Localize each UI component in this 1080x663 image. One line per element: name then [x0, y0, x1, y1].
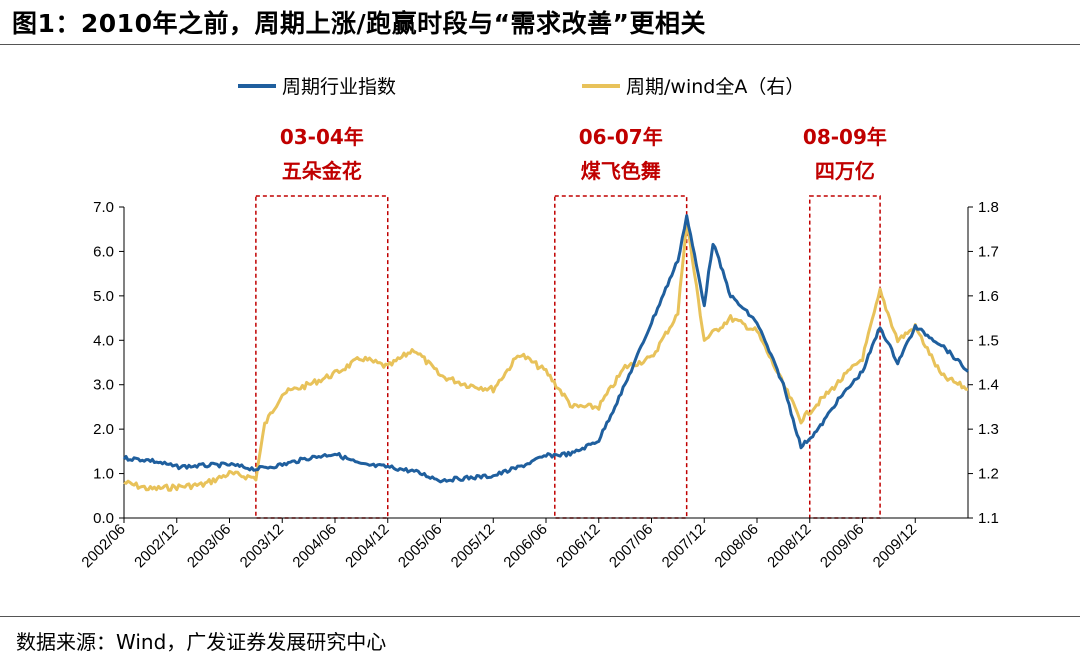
x-tick-label: 2007/06 [606, 521, 656, 571]
right-tick-label: 1.3 [978, 421, 999, 438]
x-tick-label: 2007/12 [659, 521, 709, 571]
right-tick-label: 1.2 [978, 466, 999, 483]
right-tick-label: 1.1 [978, 510, 999, 527]
annotation-period: 08-09年 [803, 125, 887, 149]
right-tick-label: 1.7 [978, 243, 999, 260]
x-tick-label: 2006/12 [553, 521, 603, 571]
annotation-theme: 煤飞色舞 [581, 159, 661, 183]
x-tick-label: 2004/06 [289, 521, 339, 571]
title-divider [0, 44, 1080, 45]
left-tick-label: 6.0 [93, 243, 114, 260]
right-tick-label: 1.8 [978, 199, 999, 216]
x-tick-label: 2006/06 [500, 521, 550, 571]
x-tick-label: 2002/12 [131, 521, 181, 571]
x-tick-label: 2005/06 [395, 521, 445, 571]
x-tick-label: 2005/12 [448, 521, 498, 571]
x-tick-label: 2004/12 [342, 521, 392, 571]
legend-label: 周期/wind全A（右） [626, 76, 804, 98]
x-tick-label: 2008/12 [764, 521, 814, 571]
series-layer [122, 214, 969, 492]
source-divider [0, 616, 1080, 617]
annotation-box [809, 195, 881, 519]
annotation-period: 06-07年 [579, 125, 663, 149]
series-line-cyclical-index [122, 214, 969, 484]
annotation-box [255, 195, 389, 519]
x-tick-label: 2002/06 [78, 521, 128, 571]
left-tick-label: 3.0 [93, 377, 114, 394]
x-tick-label: 2008/06 [711, 521, 761, 571]
x-tick-label: 2003/06 [184, 521, 234, 571]
left-tick-label: 2.0 [93, 421, 114, 438]
annotation-theme: 四万亿 [815, 159, 875, 183]
annotation-period: 03-04年 [280, 125, 364, 149]
annotation-box [554, 195, 688, 519]
right-tick-label: 1.4 [978, 377, 999, 394]
x-tick-label: 2009/06 [817, 521, 867, 571]
legend-label: 周期行业指数 [282, 76, 396, 98]
left-tick-label: 4.0 [93, 332, 114, 349]
right-tick-label: 1.6 [978, 288, 999, 305]
left-tick-label: 5.0 [93, 288, 114, 305]
legend: 周期行业指数 周期/wind全A（右） [238, 76, 804, 98]
series-line-cyclical-vs-wind-a [123, 219, 969, 492]
left-tick-label: 0.0 [93, 510, 114, 527]
left-tick-label: 1.0 [93, 466, 114, 483]
right-tick-label: 1.5 [978, 332, 999, 349]
axes: 0.0 1.0 2.0 3.0 4.0 5.0 6.0 7.0 1.1 1.2 1.3 1.4 1.5 1… [78, 199, 998, 571]
figure-title: 图1：2010年之前，周期上涨/跑赢时段与“需求改善”更相关 [12, 9, 706, 38]
annotation-theme: 五朵金花 [282, 159, 362, 183]
source-note: 数据来源：Wind，广发证券发展研究中心 [16, 630, 387, 654]
x-tick-label: 2009/12 [870, 521, 920, 571]
x-tick-label: 2003/12 [237, 521, 287, 571]
left-tick-label: 7.0 [93, 199, 114, 216]
